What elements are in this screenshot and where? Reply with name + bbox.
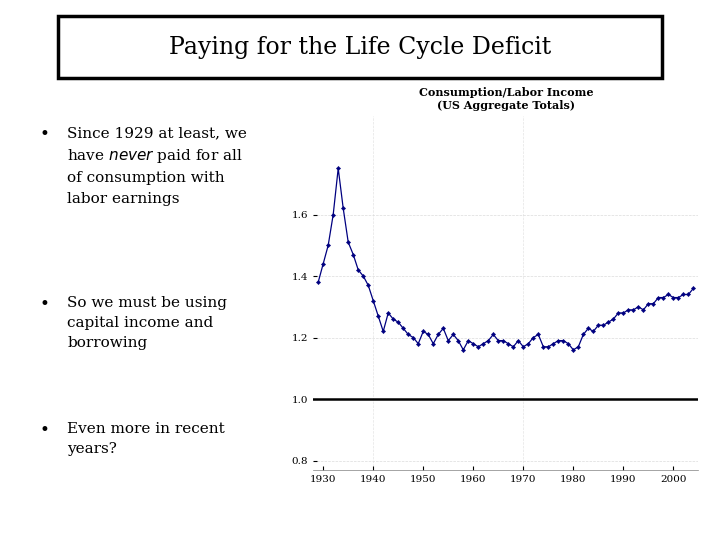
Text: •: • — [40, 126, 50, 143]
Text: So we must be using
capital income and
borrowing: So we must be using capital income and b… — [67, 296, 227, 350]
Text: Since 1929 at least, we
have $\it{never}$ paid for all
of consumption with
labor: Since 1929 at least, we have $\it{never}… — [67, 126, 247, 206]
Text: •: • — [40, 296, 50, 313]
Text: Paying for the Life Cycle Deficit: Paying for the Life Cycle Deficit — [169, 36, 551, 59]
FancyBboxPatch shape — [58, 16, 662, 78]
Text: Even more in recent
years?: Even more in recent years? — [67, 422, 225, 456]
Text: •: • — [40, 422, 50, 439]
Title: Consumption/Labor Income
(US Aggregate Totals): Consumption/Labor Income (US Aggregate T… — [418, 87, 593, 111]
